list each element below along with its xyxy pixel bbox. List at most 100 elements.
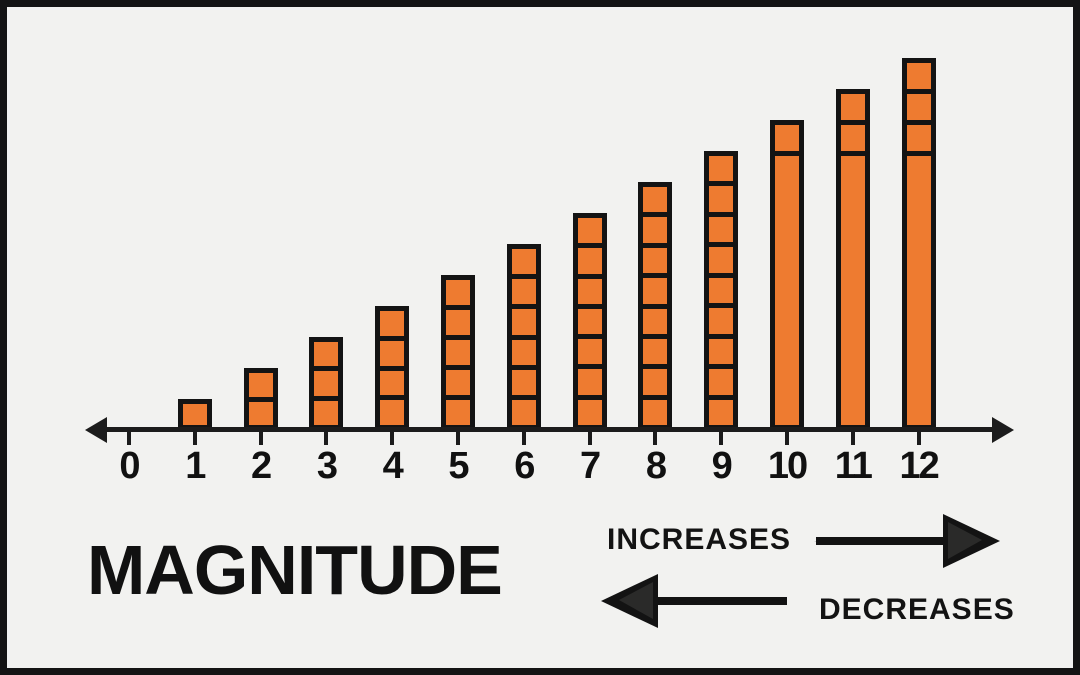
bar-segment xyxy=(840,94,865,125)
bar-magnitude-12 xyxy=(901,58,936,430)
x-axis-tick xyxy=(785,432,789,445)
bar-segment xyxy=(643,217,668,248)
bar-segment xyxy=(643,369,668,400)
bar-segment xyxy=(446,310,470,340)
bar-segment xyxy=(643,248,668,279)
x-axis-tick xyxy=(390,432,395,445)
x-axis-tick-label: 1 xyxy=(185,445,206,487)
x-axis-tick xyxy=(127,432,131,445)
bar-segment xyxy=(577,248,602,279)
bar-segment xyxy=(446,340,470,370)
bar-magnitude-11 xyxy=(835,89,870,430)
x-axis-line xyxy=(107,427,992,432)
bar-segment xyxy=(183,404,207,425)
bar-segment xyxy=(446,280,470,310)
bar-segment xyxy=(709,217,734,248)
x-axis-tick-label: 9 xyxy=(711,445,733,487)
bar-segment xyxy=(709,278,734,309)
bar-segment xyxy=(709,339,734,370)
bar-segment xyxy=(906,63,931,94)
bar-segment-solid xyxy=(841,156,865,425)
bar-segment xyxy=(380,400,404,425)
bar-magnitude-5 xyxy=(441,275,475,430)
bar-segment xyxy=(906,94,931,125)
bar-segment xyxy=(380,371,405,401)
x-axis-tick-label: 4 xyxy=(382,445,404,487)
x-axis-tick-label: 8 xyxy=(645,445,667,487)
x-axis-tick-label: 3 xyxy=(316,445,338,487)
bar-segment-solid xyxy=(775,156,799,425)
bar-segment xyxy=(643,309,668,339)
page-title: MAGNITUDE xyxy=(87,531,503,609)
x-axis-tick xyxy=(916,432,921,445)
bar-segment xyxy=(512,400,536,425)
x-axis-tick-label: 12 xyxy=(899,445,939,487)
bar-segment xyxy=(643,339,668,370)
bar-segment xyxy=(577,339,602,370)
bar-segment xyxy=(578,400,602,425)
bar-magnitude-1 xyxy=(177,399,212,430)
bar-segment xyxy=(511,249,536,280)
bar-segment xyxy=(249,402,273,426)
bar-segment xyxy=(511,279,536,310)
x-axis-tick xyxy=(653,432,658,445)
x-axis-tick-label: 2 xyxy=(251,445,272,487)
bar-magnitude-4 xyxy=(375,306,410,430)
bar-magnitude-8 xyxy=(638,182,673,430)
bar-segment xyxy=(577,309,602,340)
bar-segment xyxy=(380,341,405,371)
bar-segment xyxy=(577,218,602,249)
bar-segment-solid xyxy=(907,156,931,425)
bar-segment xyxy=(314,342,339,372)
bar-segment xyxy=(775,125,799,156)
decreases-label: DECREASES xyxy=(819,593,1015,626)
x-axis-tick xyxy=(192,432,197,445)
bar-segment xyxy=(709,400,733,425)
bar-magnitude-9 xyxy=(704,151,739,430)
bar-segment xyxy=(511,370,536,400)
bar-segment xyxy=(446,370,470,400)
bar-segment xyxy=(709,186,734,217)
bar-segment xyxy=(511,309,536,340)
bar-segment xyxy=(577,369,602,400)
bar-magnitude-2 xyxy=(243,368,278,430)
x-axis-tick-label: 6 xyxy=(514,445,535,487)
bar-segment xyxy=(314,401,338,425)
arrow-left-icon xyxy=(599,572,789,630)
bar-segment xyxy=(446,400,470,425)
bar-segment xyxy=(380,311,405,341)
x-axis-tick-label: 10 xyxy=(767,445,808,487)
bar-segment xyxy=(709,156,734,187)
bar-magnitude-3 xyxy=(309,337,344,430)
arrow-right-icon xyxy=(812,512,1002,570)
x-axis-tick xyxy=(587,432,592,445)
x-axis-tick xyxy=(258,432,263,445)
bar-segment xyxy=(643,278,668,309)
x-axis-tick xyxy=(719,432,724,445)
bar-segment xyxy=(840,125,865,156)
increases-label: INCREASES xyxy=(607,523,792,556)
x-axis-tick-label: 7 xyxy=(580,445,601,487)
x-axis-tick xyxy=(850,432,855,445)
x-axis-tick xyxy=(456,432,460,445)
bar-segment xyxy=(709,308,734,339)
bar-magnitude-10 xyxy=(770,120,804,430)
bar-segment xyxy=(511,340,536,370)
bar-segment xyxy=(906,125,931,156)
x-axis-tick-label: 5 xyxy=(448,445,469,487)
x-axis-tick xyxy=(521,432,526,445)
bar-segment xyxy=(314,371,339,401)
bar-magnitude-6 xyxy=(506,244,541,430)
bar-segment xyxy=(248,373,273,402)
chart-plot-area xyxy=(7,7,1073,507)
x-axis-tick-label: 11 xyxy=(834,445,873,487)
bar-segment xyxy=(577,279,602,309)
bar-segment xyxy=(709,247,734,278)
bar-segment xyxy=(709,369,734,400)
bar-segment xyxy=(643,400,667,425)
bar-segment xyxy=(643,187,668,218)
x-axis-tick xyxy=(324,432,329,445)
x-axis-tick-label: 0 xyxy=(119,445,140,487)
bar-magnitude-7 xyxy=(572,213,607,430)
